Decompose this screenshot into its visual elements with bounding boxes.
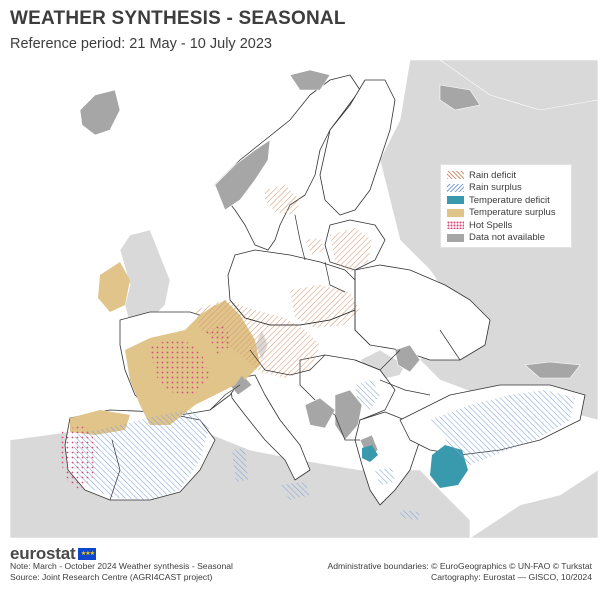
footer-notes: Note: March - October 2024 Weather synth… (10, 561, 233, 583)
legend-item-rain-deficit: Rain deficit (447, 169, 565, 182)
country-borders (109, 214, 461, 501)
cartography-text: Cartography: Eurostat — GISCO, 10/2024 (431, 572, 592, 582)
legend-label: Rain deficit (469, 169, 516, 181)
eurostat-logo[interactable]: eurostat ★★★ (10, 544, 97, 564)
logo-text: eurostat (10, 544, 76, 563)
solid-beige-icon (447, 208, 464, 217)
map-legend: Rain deficit Rain surplus Temperature de… (440, 164, 572, 248)
map-title: WEATHER SYNTHESIS - SEASONAL (10, 8, 346, 29)
legend-item-temperature-surplus: Temperature surplus (447, 207, 565, 220)
solid-teal-icon (447, 196, 464, 205)
dots-red-icon (447, 221, 464, 230)
hot-spell-areas (60, 325, 232, 490)
footer-credits: Administrative boundaries: © EuroGeograp… (328, 561, 593, 583)
temperature-deficit-areas (362, 445, 468, 488)
legend-label: Data not available (469, 232, 546, 244)
source-text: Source: Joint Research Centre (AGRI4CAST… (10, 572, 213, 582)
europe-map[interactable] (10, 60, 598, 538)
legend-item-hot-spells: Hot Spells (447, 219, 565, 232)
hatch-orange-icon (447, 171, 464, 180)
rain-deficit-areas (195, 185, 372, 378)
legend-label: Temperature deficit (469, 194, 550, 206)
legend-item-rain-surplus: Rain surplus (447, 182, 565, 195)
legend-item-temperature-deficit: Temperature deficit (447, 194, 565, 207)
legend-label: Hot Spells (469, 219, 513, 231)
legend-label: Temperature surplus (469, 207, 556, 219)
eu-flag-icon: ★★★ (78, 548, 97, 560)
legend-label: Rain surplus (469, 182, 522, 194)
map-subtitle: Reference period: 21 May - 10 July 2023 (10, 36, 272, 52)
map-area[interactable]: Rain deficit Rain surplus Temperature de… (10, 60, 598, 538)
note-text: Note: March - October 2024 Weather synth… (10, 561, 233, 571)
no-data-areas (79, 69, 581, 459)
solid-grey-icon (447, 233, 464, 242)
boundaries-text: Administrative boundaries: © EuroGeograp… (327, 561, 593, 571)
rain-surplus-areas (72, 380, 575, 520)
legend-item-data-not-available: Data not available (447, 232, 565, 245)
hatch-blue-icon (447, 183, 464, 192)
